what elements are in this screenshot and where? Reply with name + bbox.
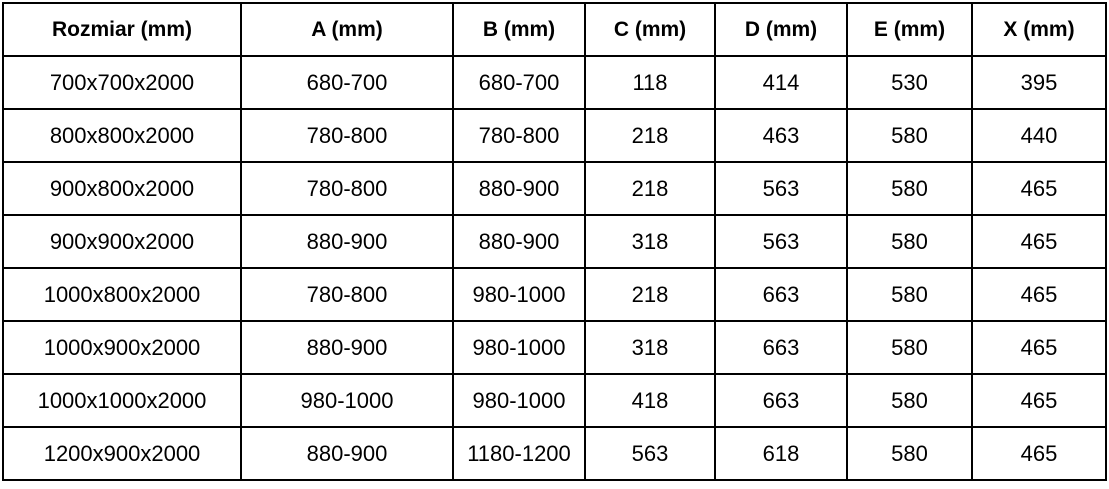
value-cell: 218 [584,161,716,216]
value-cell: 530 [846,55,973,110]
value-cell: 580 [846,161,973,216]
value-cell: 1180-1200 [452,426,586,481]
value-cell: 880-900 [452,214,586,269]
column-header-rozmiar: Rozmiar (mm) [2,2,242,57]
column-header-x: X (mm) [971,2,1107,57]
value-cell: 118 [584,55,716,110]
value-cell: 663 [714,267,848,322]
value-cell: 563 [714,214,848,269]
value-cell: 980-1000 [452,320,586,375]
value-cell: 780-800 [240,267,454,322]
value-cell: 563 [714,161,848,216]
value-cell: 318 [584,320,716,375]
value-cell: 395 [971,55,1107,110]
value-cell: 580 [846,320,973,375]
value-cell: 465 [971,214,1107,269]
value-cell: 880-900 [452,161,586,216]
value-cell: 880-900 [240,214,454,269]
value-cell: 780-800 [240,108,454,163]
value-cell: 580 [846,426,973,481]
value-cell: 465 [971,320,1107,375]
value-cell: 465 [971,426,1107,481]
value-cell: 680-700 [240,55,454,110]
value-cell: 580 [846,214,973,269]
value-cell: 580 [846,108,973,163]
size-cell: 900x800x2000 [2,161,242,216]
table-header-row: Rozmiar (mm) A (mm) B (mm) C (mm) D (mm)… [2,2,1107,57]
value-cell: 880-900 [240,320,454,375]
size-cell: 800x800x2000 [2,108,242,163]
value-cell: 465 [971,267,1107,322]
value-cell: 414 [714,55,848,110]
value-cell: 980-1000 [452,373,586,428]
table-row: 700x700x2000 680-700 680-700 118 414 530 395 [2,55,1107,110]
value-cell: 663 [714,373,848,428]
value-cell: 680-700 [452,55,586,110]
value-cell: 580 [846,373,973,428]
size-cell: 1200x900x2000 [2,426,242,481]
table-row: 800x800x2000 780-800 780-800 218 463 580 440 [2,108,1107,163]
value-cell: 418 [584,373,716,428]
column-header-d: D (mm) [714,2,848,57]
size-cell: 1000x900x2000 [2,320,242,375]
value-cell: 440 [971,108,1107,163]
table-row: 1000x1000x2000 980-1000 980-1000 418 663 580 4… [2,373,1107,428]
table-row: 1000x900x2000 880-900 980-1000 318 663 580 465 [2,320,1107,375]
value-cell: 780-800 [452,108,586,163]
size-cell: 700x700x2000 [2,55,242,110]
value-cell: 218 [584,108,716,163]
column-header-e: E (mm) [846,2,973,57]
table-body: 700x700x2000 680-700 680-700 118 414 530 395 80… [2,55,1107,481]
table-row: 1200x900x2000 880-900 1180-1200 563 618 580 46… [2,426,1107,481]
value-cell: 463 [714,108,848,163]
size-cell: 1000x1000x2000 [2,373,242,428]
table-row: 900x900x2000 880-900 880-900 318 563 580 465 [2,214,1107,269]
table-row: 900x800x2000 780-800 880-900 218 563 580 465 [2,161,1107,216]
value-cell: 465 [971,373,1107,428]
size-spec-table: Rozmiar (mm) A (mm) B (mm) C (mm) D (mm)… [2,2,1107,481]
value-cell: 880-900 [240,426,454,481]
value-cell: 618 [714,426,848,481]
value-cell: 318 [584,214,716,269]
size-cell: 1000x800x2000 [2,267,242,322]
value-cell: 218 [584,267,716,322]
value-cell: 780-800 [240,161,454,216]
value-cell: 563 [584,426,716,481]
value-cell: 580 [846,267,973,322]
value-cell: 465 [971,161,1107,216]
value-cell: 663 [714,320,848,375]
column-header-b: B (mm) [452,2,586,57]
size-cell: 900x900x2000 [2,214,242,269]
value-cell: 980-1000 [240,373,454,428]
column-header-c: C (mm) [584,2,716,57]
column-header-a: A (mm) [240,2,454,57]
table-header: Rozmiar (mm) A (mm) B (mm) C (mm) D (mm)… [2,2,1107,57]
table-row: 1000x800x2000 780-800 980-1000 218 663 580 465 [2,267,1107,322]
value-cell: 980-1000 [452,267,586,322]
